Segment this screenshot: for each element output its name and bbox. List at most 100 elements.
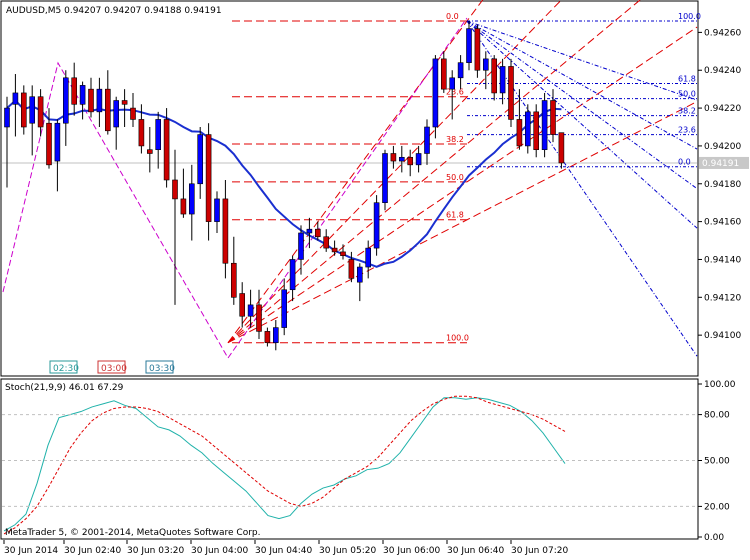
candle-body [424,126,430,154]
candle-body [499,66,506,94]
price-tick-label: 0.94240 [704,66,741,76]
candle-body [105,88,111,132]
time-marker-label: 02:30 [53,364,79,374]
candle-body [12,92,19,105]
candle-body [147,149,153,154]
candle-body [298,232,304,260]
price-tick-label: 0.94260 [704,28,741,38]
candle-body [340,251,346,256]
candle-body [239,293,245,317]
candle-body [440,58,447,90]
price-tick-label: 0.94140 [704,255,741,265]
osc-tick-label: 0.00 [704,533,724,543]
candle-body [306,228,313,234]
fib-level-label: 61.8 [446,211,464,220]
fan-level-label: 50.0 [678,90,696,99]
zigzag-polyline [2,17,468,359]
candle-body [382,153,388,203]
fib-fan-up-line [227,0,641,344]
time-marker-box[interactable] [97,360,126,374]
fib-level-label: 100.0 [446,334,469,343]
candle-body [231,262,237,298]
zigzag-line[interactable] [2,17,468,359]
candle-body [88,88,94,113]
candle-body [96,88,103,113]
time-marker-box[interactable] [145,360,174,374]
candle-body [398,156,405,162]
time-tick-label: 30 Jun 04:00 [191,546,248,556]
candle-body [256,304,262,332]
fan-ray [466,20,698,150]
candle-body [214,198,220,222]
candle-body [205,134,212,222]
oscillator-panel[interactable] [0,378,699,540]
fan-level-label: 100.0 [678,12,701,21]
time-marker-label: 03:00 [101,364,127,374]
candle-body [432,58,439,128]
fib-level-label: 0.0 [446,12,459,21]
candle-body [79,85,86,105]
time-tick-label: 30 Jun 06:40 [447,546,504,556]
fan-level-label: 23.6 [678,126,696,135]
candle-body [4,107,10,128]
time-marker-box[interactable] [49,360,78,374]
candle-body [155,119,161,151]
candle-body [482,58,489,71]
candle-body [197,134,203,185]
candle-body [71,77,77,105]
fan-level-label: 61.8 [678,74,696,83]
candle-body [516,119,523,147]
osc-tick-label: 50.00 [704,457,730,467]
price-tick-label: 0.94180 [704,180,741,190]
candle-body [550,100,556,135]
fan-ray [466,20,698,189]
fan-ray [466,20,698,229]
time-axis: 30 Jun 2014 30 Jun 02:40 30 Jun 03:20 30 Ju… [3,540,568,556]
fib-fan-up-line [227,0,562,344]
candle-body [222,198,229,264]
price-axis: 0.94260 0.94240 0.94220 0.94200 0.94180 0.941… [698,28,749,341]
osc-tick-label: 80.00 [704,411,730,421]
candle-body [138,119,145,147]
price-tick-label: 0.94200 [704,142,741,152]
time-tick-label: 30 Jun 07:20 [511,546,568,556]
candle-body [491,58,498,94]
candle-body [37,96,44,128]
candle-body [172,179,178,200]
fib-level-label: 38.2 [446,135,464,144]
fan-level-label: 38.2 [678,107,696,116]
candle-body [457,62,464,79]
current-price-box [699,156,749,169]
candle-body [54,122,61,162]
stochastic-lines [3,395,566,535]
current-price-label: 0.94191 [702,159,739,169]
fib-level-label: 50.0 [446,173,464,182]
time-markers[interactable]: 02:30 03:00 03:30 [49,360,175,374]
candle-body [348,259,355,279]
main-chart-panel[interactable] [0,0,699,377]
time-tick-label: 30 Jun 02:40 [64,546,121,556]
candle-body [121,100,128,105]
candle-body [289,259,296,291]
fib-level-label: 23.6 [446,88,464,97]
fib-fan-up-line [227,101,698,344]
osc-tick-label: 100.00 [704,380,736,390]
time-marker-label: 03:30 [149,364,175,374]
candle-body [407,156,414,166]
candle-body [466,28,472,63]
candle-body [281,289,288,328]
candle-body [474,28,481,71]
time-tick-label: 30 Jun 2014 [4,546,58,556]
candle-body [163,119,170,181]
price-tick-label: 0.94220 [704,104,741,114]
candle-body [449,77,456,90]
osc-tick-label: 20.00 [704,502,730,512]
candle-body [373,202,380,249]
candle-body [365,247,372,268]
fan-level-label: 0.0 [678,158,691,167]
candle-body [29,96,36,124]
fib-fan[interactable]: 100.0 61.8 50.0 38.2 23.6 0.0 [466,12,701,357]
time-tick-label: 30 Jun 06:00 [383,546,440,556]
candles [4,21,565,351]
